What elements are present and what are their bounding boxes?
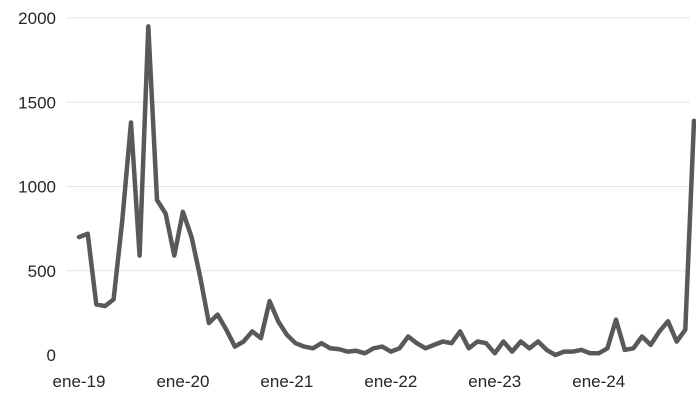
series-line (76, 24, 696, 358)
y-tick-label-500: 500 (28, 262, 56, 281)
x-tick-label-ene-19: ene-19 (53, 372, 106, 391)
grid-lines (66, 17, 690, 272)
x-axis-ticks: ene-19 ene-20 ene-21 ene-22 ene-23 ene-24 (53, 372, 626, 391)
x-tick-label-ene-22: ene-22 (364, 372, 417, 391)
y-tick-label-2000: 2000 (18, 9, 56, 28)
series-layer (76, 24, 696, 358)
x-tick-label-ene-23: ene-23 (468, 372, 521, 391)
x-tick-label-ene-21: ene-21 (260, 372, 313, 391)
x-tick-label-ene-24: ene-24 (572, 372, 625, 391)
y-tick-label-1000: 1000 (18, 178, 56, 197)
x-tick-label-ene-20: ene-20 (156, 372, 209, 391)
y-tick-label-0: 0 (47, 346, 56, 365)
y-axis-ticks: 0 500 1000 1500 2000 (18, 9, 56, 365)
y-tick-label-1500: 1500 (18, 93, 56, 112)
